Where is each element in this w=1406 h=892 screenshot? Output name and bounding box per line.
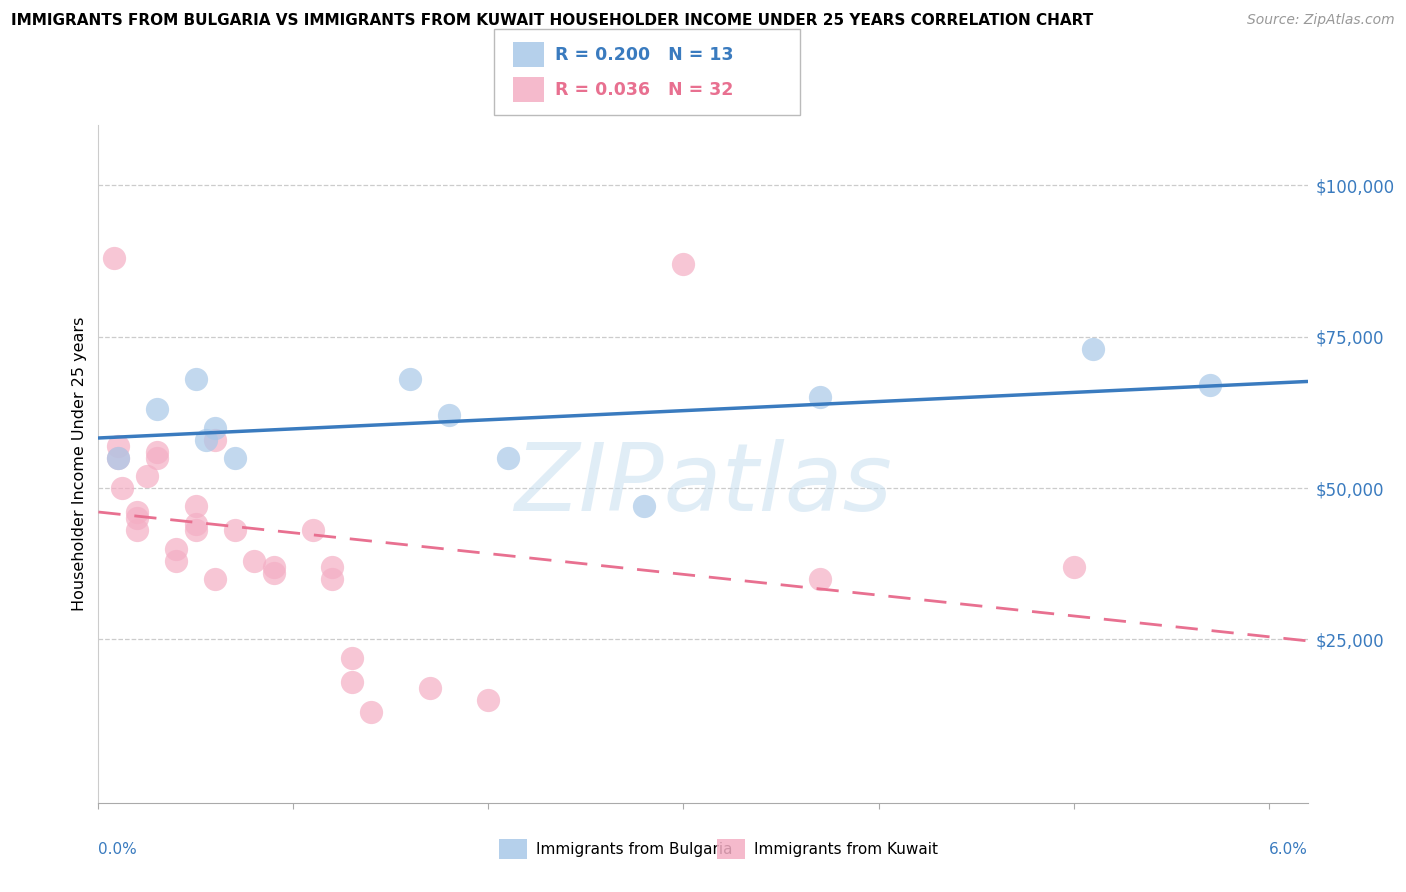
Point <box>146 444 169 458</box>
Point <box>477 693 499 707</box>
Text: Immigrants from Bulgaria: Immigrants from Bulgaria <box>536 842 733 856</box>
Point <box>263 559 285 574</box>
Point <box>107 450 129 465</box>
Point <box>808 572 831 586</box>
Point <box>496 450 519 465</box>
Text: R = 0.036   N = 32: R = 0.036 N = 32 <box>555 80 734 98</box>
Point <box>340 650 363 665</box>
Point <box>672 257 695 271</box>
Point <box>633 500 655 514</box>
Point <box>321 559 343 574</box>
Text: 6.0%: 6.0% <box>1268 842 1308 857</box>
Text: Immigrants from Kuwait: Immigrants from Kuwait <box>754 842 938 856</box>
Text: ZIPatlas: ZIPatlas <box>515 439 891 530</box>
Point <box>103 251 125 265</box>
Point <box>224 450 246 465</box>
Point <box>204 433 226 447</box>
Point <box>184 372 207 386</box>
Point <box>263 566 285 580</box>
Point <box>808 390 831 404</box>
Y-axis label: Householder Income Under 25 years: Householder Income Under 25 years <box>72 317 87 611</box>
Point <box>127 524 149 538</box>
Point <box>302 524 325 538</box>
Text: R = 0.200   N = 13: R = 0.200 N = 13 <box>555 46 734 64</box>
Point <box>419 681 441 695</box>
Point <box>127 511 149 525</box>
Point <box>321 572 343 586</box>
Point <box>184 524 207 538</box>
Text: 0.0%: 0.0% <box>98 842 138 857</box>
Point <box>340 674 363 689</box>
Point <box>1081 342 1104 356</box>
Point <box>439 409 461 423</box>
Point <box>360 705 382 719</box>
Point <box>224 524 246 538</box>
Text: IMMIGRANTS FROM BULGARIA VS IMMIGRANTS FROM KUWAIT HOUSEHOLDER INCOME UNDER 25 Y: IMMIGRANTS FROM BULGARIA VS IMMIGRANTS F… <box>11 13 1094 29</box>
Point <box>111 481 134 495</box>
Point <box>107 439 129 453</box>
Point <box>194 433 217 447</box>
Point <box>204 420 226 434</box>
Point <box>136 469 159 483</box>
Point <box>165 541 187 556</box>
Point <box>146 450 169 465</box>
Point <box>184 500 207 514</box>
Point <box>107 450 129 465</box>
Text: Source: ZipAtlas.com: Source: ZipAtlas.com <box>1247 13 1395 28</box>
Point <box>184 517 207 532</box>
Point <box>204 572 226 586</box>
Point <box>127 505 149 519</box>
Point <box>165 554 187 568</box>
Point <box>399 372 422 386</box>
Point <box>1199 378 1222 392</box>
Point <box>1063 559 1085 574</box>
Point <box>146 402 169 417</box>
Point <box>243 554 266 568</box>
